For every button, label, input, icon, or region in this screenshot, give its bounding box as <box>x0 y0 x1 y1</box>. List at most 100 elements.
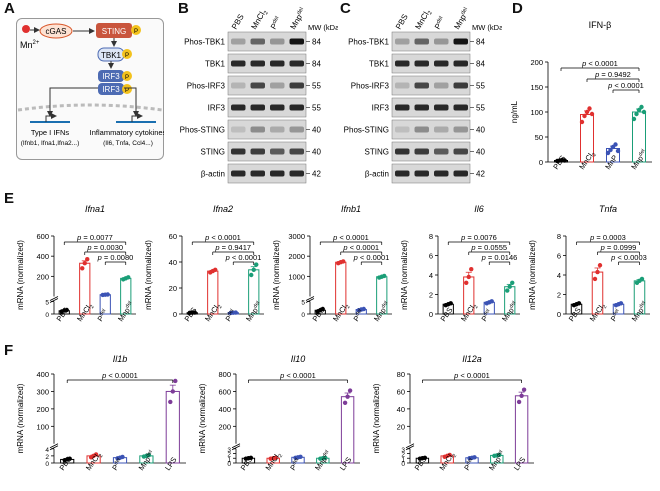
blot-band <box>414 104 429 111</box>
data-point <box>248 455 254 460</box>
mw-marker: 40 <box>312 148 321 157</box>
blot-band <box>453 126 468 133</box>
y-tick-label: 600 <box>218 387 231 396</box>
mw-marker: 84 <box>476 60 485 69</box>
blot-band <box>250 60 265 67</box>
lane-label-mnpdel: Mnpdel <box>288 7 307 31</box>
p-value-label: p = 0.9492 <box>594 70 631 79</box>
data-point <box>447 452 452 458</box>
blot-row-label-tbk1: TBK1 <box>369 60 390 69</box>
blot-band <box>289 148 304 155</box>
blot-band <box>270 104 285 111</box>
blot-band <box>453 38 468 45</box>
mw-marker: 42 <box>476 170 485 179</box>
blot-band <box>289 170 304 177</box>
data-point <box>347 388 353 393</box>
panel-label-a: A <box>4 0 15 17</box>
y-tick-label: 0 <box>429 310 433 319</box>
blot-band <box>231 60 246 67</box>
y-tick-label: 2 <box>401 452 405 459</box>
p-value-label: p = 0.0080 <box>97 253 134 262</box>
x-tick-label-mnpdel: Mnpdel <box>500 300 520 323</box>
bar-lps <box>514 395 529 464</box>
blot-band <box>434 170 449 177</box>
cgas-label: cGAS <box>46 27 67 36</box>
y-tick-label: 40 <box>169 258 177 267</box>
p-value-label: p < 0.0001 <box>279 371 316 380</box>
type1-gene-list: (Ifnb1, Ifna1,Ifna2...) <box>21 140 80 147</box>
y-axis-label: mRNA (normalized) <box>198 383 207 453</box>
y-tick-label: 2 <box>227 452 231 459</box>
y-tick-label: 800 <box>218 370 231 379</box>
y-tick-label: 8 <box>429 232 433 241</box>
x-tick-label-mncl2: MnCl2 <box>263 450 284 473</box>
blot-row-label-irf3: IRF3 <box>372 104 390 113</box>
p-value-label: p = 0.0146 <box>481 253 518 262</box>
p-value-label: p = 0.0003 <box>589 233 626 242</box>
data-point <box>521 387 527 392</box>
mw-marker: 40 <box>476 148 485 157</box>
y-tick-label: 400 <box>36 370 49 379</box>
type1-ifn-label: Type I IFNs <box>31 128 70 137</box>
blot-band <box>395 148 410 155</box>
blot-row-label-actin: β-actin <box>365 170 389 179</box>
y-tick-label: 20 <box>169 284 177 293</box>
y-tick-label: 1 <box>227 456 231 463</box>
chart-title: IFN-β <box>589 20 612 30</box>
blot-band <box>453 148 468 155</box>
p-value-label: p < 0.0001 <box>581 59 618 68</box>
x-tick-label-mncl2: MnCl2 <box>84 450 105 473</box>
blot-band <box>250 82 265 89</box>
p-value-label: p < 0.0001 <box>101 371 138 380</box>
data-point <box>448 301 453 306</box>
data-point <box>345 394 350 399</box>
y-tick-label: 100 <box>530 108 543 117</box>
data-point <box>323 455 328 460</box>
mn-label: Mn2+ <box>20 40 40 50</box>
lane-label-pdel: Pdel <box>269 15 283 31</box>
p-value-label: p = 0.9417 <box>214 243 251 252</box>
p-value-label: p < 0.0003 <box>610 253 647 262</box>
panel-label-f: F <box>4 342 14 359</box>
mw-label: MW (kDa) <box>472 23 502 32</box>
blot-band <box>434 148 449 155</box>
x-tick-label-mncl2: MnCl2 <box>459 301 480 324</box>
blot-band <box>289 104 304 111</box>
data-point <box>320 306 325 312</box>
x-tick-label-mnpdel: Mnpdel <box>630 300 650 323</box>
mw-marker: 42 <box>312 170 321 179</box>
y-axis-label: mRNA (normalized) <box>272 240 281 310</box>
axis-break-mark <box>405 443 415 449</box>
blot-band <box>434 82 449 89</box>
mw-marker: 84 <box>312 38 321 47</box>
pathway-diagram: Mn2+ cGAS STING P TBK1 P IRF3 P IRF3 P T… <box>17 23 164 147</box>
data-point <box>472 455 477 460</box>
data-point <box>507 284 512 289</box>
y-axis-label: mRNA (normalized) <box>528 240 537 310</box>
y-axis-label: mRNA (normalized) <box>16 383 25 453</box>
chart-title: Ifnb1 <box>341 204 361 214</box>
data-point <box>579 119 585 125</box>
blot-band <box>453 82 468 89</box>
chart-title: Ifna1 <box>85 204 105 214</box>
data-point <box>489 299 494 304</box>
blot-band <box>231 148 246 155</box>
data-point <box>634 111 639 117</box>
blot-band <box>453 104 468 111</box>
data-point <box>605 150 611 156</box>
data-point <box>613 142 618 147</box>
data-point <box>589 111 595 117</box>
pathway-schematic <box>16 18 164 160</box>
blot-row-label-phos-tbk1: Phos-TBK1 <box>184 38 225 47</box>
y-axis-label: mRNA (normalized) <box>16 240 25 310</box>
blot-row-label-actin: β-actin <box>201 170 225 179</box>
data-point <box>582 113 587 119</box>
y-tick-label: 0 <box>539 158 543 167</box>
data-point <box>67 456 72 461</box>
data-point <box>466 274 471 280</box>
x-tick-label-pdel: Pdel <box>224 308 238 323</box>
blot-band <box>414 60 429 67</box>
x-tick-label-pdel: Pdel <box>96 308 110 323</box>
